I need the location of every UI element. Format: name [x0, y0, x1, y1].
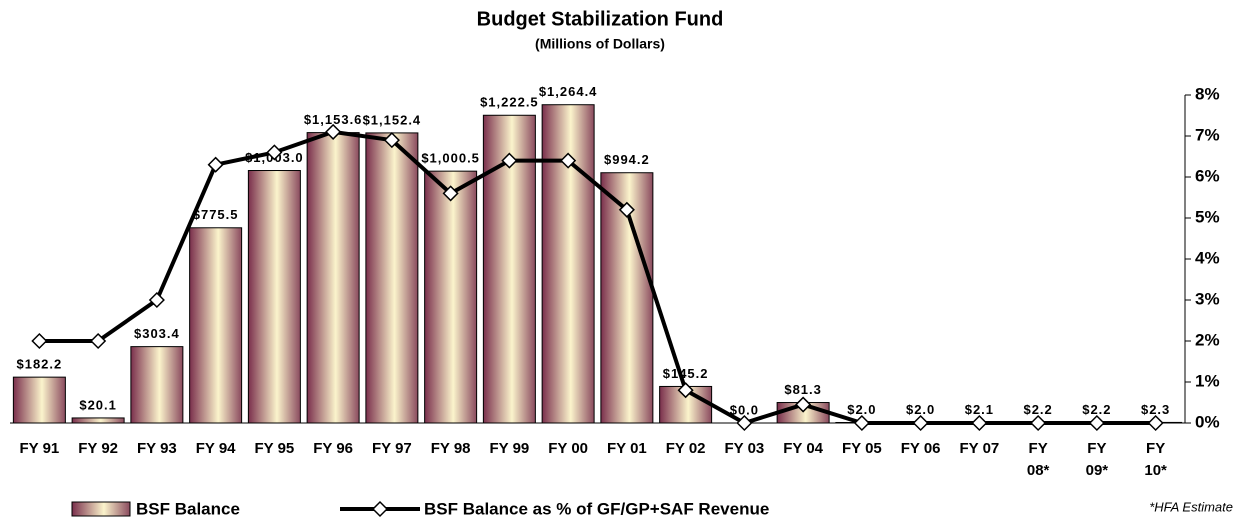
data-label: $2.2 [1023, 402, 1052, 417]
data-label: $2.2 [1082, 402, 1111, 417]
x-tick-label: FY 05 [842, 440, 882, 457]
x-tick-label: FY 94 [195, 440, 236, 457]
legend-swatch [71, 501, 131, 517]
bar [12, 376, 66, 424]
bar [306, 132, 360, 424]
marker [912, 414, 929, 432]
x-tick-label: FY 06 [900, 440, 941, 457]
data-label: $994.2 [604, 152, 650, 167]
x-tick-label: FY 98 [430, 440, 471, 457]
y2-tick-label: 3% [1195, 289, 1220, 308]
x-tick-label: FY 07 [959, 440, 1000, 457]
y2-tick-label: 1% [1195, 371, 1220, 390]
marker [736, 414, 753, 432]
y2-tick-label: 6% [1195, 166, 1220, 185]
marker [618, 201, 635, 218]
marker [325, 123, 342, 140]
marker [971, 414, 988, 432]
bar [365, 132, 419, 424]
x-tick-label: FY 93 [137, 440, 177, 457]
legend-label: BSF Balance as % of GF/GP+SAF Revenue [424, 499, 769, 518]
chart-subtitle: (Millions of Dollars) [535, 36, 665, 52]
data-label: $775.5 [193, 207, 239, 222]
data-label: $2.0 [847, 402, 876, 417]
y2-tick-label: 8% [1195, 84, 1220, 103]
x-tick-label: FY 01 [607, 440, 647, 457]
y2-tick-label: 7% [1195, 125, 1220, 144]
marker [501, 152, 518, 169]
bar [424, 170, 478, 424]
marker [795, 396, 812, 413]
data-label: $20.1 [79, 397, 117, 412]
x-tick-label: FY 00 [548, 440, 588, 457]
data-label: $2.1 [965, 402, 994, 417]
marker [1030, 414, 1047, 432]
data-label: $182.2 [16, 357, 62, 372]
data-label: $1,000.5 [421, 151, 480, 166]
legend-marker [371, 500, 389, 518]
x-tick-label: FY 10* [1144, 440, 1167, 479]
marker [677, 382, 694, 399]
marker [383, 132, 400, 149]
marker [1088, 414, 1105, 432]
marker [853, 414, 870, 432]
x-tick-label: FY 08* [1026, 440, 1050, 479]
y2-tick-label: 2% [1195, 330, 1220, 349]
bar [71, 417, 125, 424]
x-tick-label: FY 04 [783, 440, 823, 457]
x-tick-label: FY 09* [1085, 440, 1109, 479]
data-label: $1,153.6 [304, 112, 363, 127]
marker [207, 156, 224, 173]
marker [90, 332, 107, 350]
data-label: $1,152.4 [363, 112, 422, 127]
annotation: *HFA Estimate [1149, 499, 1233, 514]
chart-title: Budget Stabilization Fund [477, 8, 724, 30]
bar [189, 227, 243, 424]
marker [266, 144, 283, 161]
y2-tick-label: 0% [1195, 412, 1220, 431]
x-tick-label: FY 91 [19, 440, 60, 457]
x-tick-label: FY 03 [724, 440, 765, 457]
data-label: $0.0 [730, 402, 759, 417]
x-tick-label: FY 95 [254, 440, 295, 457]
marker [442, 185, 459, 202]
y2-tick-label: 5% [1195, 207, 1220, 226]
x-tick-label: FY 92 [78, 440, 118, 457]
data-label: $145.2 [663, 366, 709, 381]
marker [148, 291, 165, 309]
x-tick-label: FY 97 [372, 440, 412, 457]
data-label: $2.3 [1141, 402, 1170, 417]
data-label: $2.0 [906, 402, 935, 417]
data-label: $81.3 [784, 382, 822, 397]
marker [31, 332, 48, 350]
x-tick-label: FY 99 [489, 440, 530, 457]
legend-label: BSF Balance [136, 499, 240, 518]
line [39, 129, 1156, 425]
x-tick-label: FY 96 [313, 440, 353, 457]
bar [247, 170, 301, 424]
x-tick-label: FY 02 [665, 440, 706, 457]
bar [541, 104, 595, 424]
data-label: $1,222.5 [480, 95, 539, 110]
marker [1147, 414, 1164, 432]
data-label: $303.4 [134, 326, 180, 341]
bar [130, 346, 184, 424]
y2-tick-label: 4% [1195, 248, 1220, 267]
marker [560, 152, 577, 169]
data-label: $1,264.4 [539, 84, 598, 99]
